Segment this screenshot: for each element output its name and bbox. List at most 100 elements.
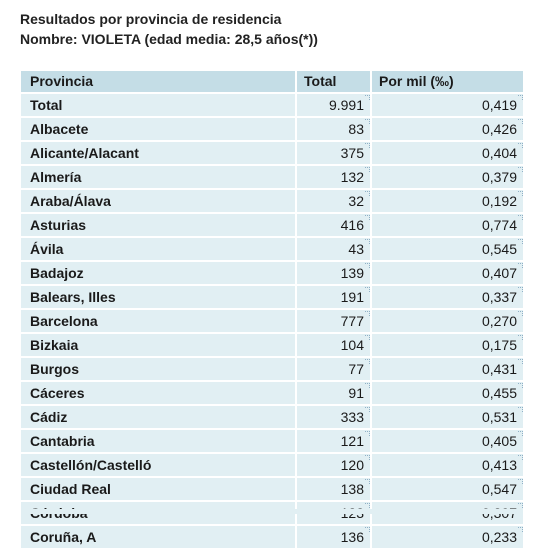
cell-note-icon: [365, 503, 370, 508]
column-header-por-mil[interactable]: Por mil (‰): [379, 73, 454, 89]
por-mil-cell[interactable]: 0,531: [372, 406, 523, 428]
por-mil-value: 0,233: [481, 529, 517, 545]
table-row: Almería 132 0,379: [21, 166, 523, 190]
cell-note-icon: [365, 455, 370, 460]
total-cell[interactable]: 375: [297, 142, 372, 164]
total-cell[interactable]: 120: [297, 454, 372, 476]
column-header-provincia[interactable]: Provincia: [21, 71, 297, 92]
por-mil-cell[interactable]: 0,413: [372, 454, 523, 476]
por-mil-value: 0,547: [481, 481, 517, 497]
total-cell[interactable]: 91: [297, 382, 372, 404]
por-mil-cell[interactable]: 0,431: [372, 358, 523, 380]
total-cell[interactable]: 9.991: [297, 94, 372, 116]
por-mil-value: 0,774: [481, 217, 517, 233]
total-cell[interactable]: 77: [297, 358, 372, 380]
cell-note-icon: [518, 119, 523, 124]
total-cell[interactable]: 136: [297, 526, 372, 548]
column-header-total[interactable]: Total: [297, 71, 372, 92]
por-mil-cell[interactable]: 0,426: [372, 118, 523, 140]
por-mil-cell[interactable]: 0,337: [372, 286, 523, 308]
por-mil-cell[interactable]: 0,379: [372, 166, 523, 188]
page-subtitle: Nombre: VIOLETA (edad media: 28,5 años(*…: [20, 31, 318, 47]
cell-note-icon: [365, 167, 370, 172]
total-value: 138: [340, 481, 364, 497]
por-mil-cell[interactable]: 0,270: [372, 310, 523, 332]
cell-note-icon: [365, 239, 370, 244]
provincia-cell: Balears, Illes: [21, 286, 297, 308]
por-mil-cell[interactable]: 0,774: [372, 214, 523, 236]
total-cell[interactable]: 121: [297, 430, 372, 452]
provincia-cell: Burgos: [21, 358, 297, 380]
total-cell[interactable]: 777: [297, 310, 372, 332]
por-mil-value: 0,419: [481, 97, 517, 113]
cell-note-icon: [518, 335, 523, 340]
cell-note-icon: [365, 431, 370, 436]
provincia-cell: Alicante/Alacant: [21, 142, 297, 164]
table-row: Asturias 416 0,774: [21, 214, 523, 238]
por-mil-cell[interactable]: 0,233: [372, 526, 523, 548]
por-mil-value: 0,175: [481, 337, 517, 353]
por-mil-cell[interactable]: 0,545: [372, 238, 523, 260]
total-cell[interactable]: 104: [297, 334, 372, 356]
por-mil-cell[interactable]: 0,455: [372, 382, 523, 404]
total-cell[interactable]: 138: [297, 478, 372, 500]
por-mil-value: 0,413: [481, 457, 517, 473]
cell-note-icon: [365, 311, 370, 316]
total-cell[interactable]: 32: [297, 190, 372, 212]
por-mil-cell[interactable]: 0,419: [372, 94, 523, 116]
por-mil-cell[interactable]: 0,192: [372, 190, 523, 212]
cell-note-icon: [365, 263, 370, 268]
cell-note-icon: [518, 167, 523, 172]
table-row: Cáceres 91 0,455: [21, 382, 523, 406]
total-cell[interactable]: 416: [297, 214, 372, 236]
por-mil-value: 0,404: [481, 145, 517, 161]
provincia-cell: Araba/Álava: [21, 190, 297, 212]
table-row: Burgos 77 0,431: [21, 358, 523, 382]
total-value: 32: [348, 193, 364, 209]
cell-note-icon: [365, 215, 370, 220]
provincia-cell: Ávila: [21, 238, 297, 260]
total-cell[interactable]: 333: [297, 406, 372, 428]
results-table: Provincia Total Por mil (‰) Total 9.991 0,…: [21, 71, 523, 550]
cell-note-icon: [518, 95, 523, 100]
cell-note-icon: [365, 383, 370, 388]
cell-note-icon: [518, 407, 523, 412]
cell-note-icon: [365, 143, 370, 148]
table-row: Badajoz 139 0,407: [21, 262, 523, 286]
por-mil-cell[interactable]: 0,405: [372, 430, 523, 452]
cell-note-icon: [365, 335, 370, 340]
total-value: 375: [340, 145, 364, 161]
table-row: Castellón/Castelló 120 0,413: [21, 454, 523, 478]
total-value: 777: [340, 313, 364, 329]
total-cell[interactable]: 139: [297, 262, 372, 284]
cell-note-icon: [518, 383, 523, 388]
por-mil-cell[interactable]: 0,175: [372, 334, 523, 356]
cell-note-icon: [518, 479, 523, 484]
cell-note-icon: [518, 431, 523, 436]
por-mil-cell[interactable]: 0,404: [372, 142, 523, 164]
table-row: Barcelona 777 0,270: [21, 310, 523, 334]
por-mil-cell[interactable]: 0,407: [372, 262, 523, 284]
cell-note-icon: [365, 287, 370, 292]
provincia-cell: Cantabria: [21, 430, 297, 452]
cell-note-icon: [365, 407, 370, 412]
page-title: Resultados por provincia de residencia: [20, 11, 282, 27]
provincia-cell: Coruña, A: [21, 526, 297, 548]
por-mil-value: 0,192: [481, 193, 517, 209]
por-mil-cell[interactable]: 0,547: [372, 478, 523, 500]
cell-note-icon: [365, 119, 370, 124]
total-value: 121: [340, 433, 364, 449]
table-row: Bizkaia 104 0,175: [21, 334, 523, 358]
cell-note-icon: [518, 503, 523, 508]
total-cell[interactable]: 43: [297, 238, 372, 260]
total-cell[interactable]: 132: [297, 166, 372, 188]
por-mil-value: 0,337: [481, 289, 517, 305]
total-cell[interactable]: 191: [297, 286, 372, 308]
provincia-cell: Cáceres: [21, 382, 297, 404]
table-row: Coruña, A 136 0,233: [21, 526, 523, 550]
provincia-cell: Almería: [21, 166, 297, 188]
total-value: 104: [340, 337, 364, 353]
total-cell[interactable]: 83: [297, 118, 372, 140]
table-row: Córdoba1230,307: [21, 502, 523, 526]
por-mil-value: 0,407: [481, 265, 517, 281]
